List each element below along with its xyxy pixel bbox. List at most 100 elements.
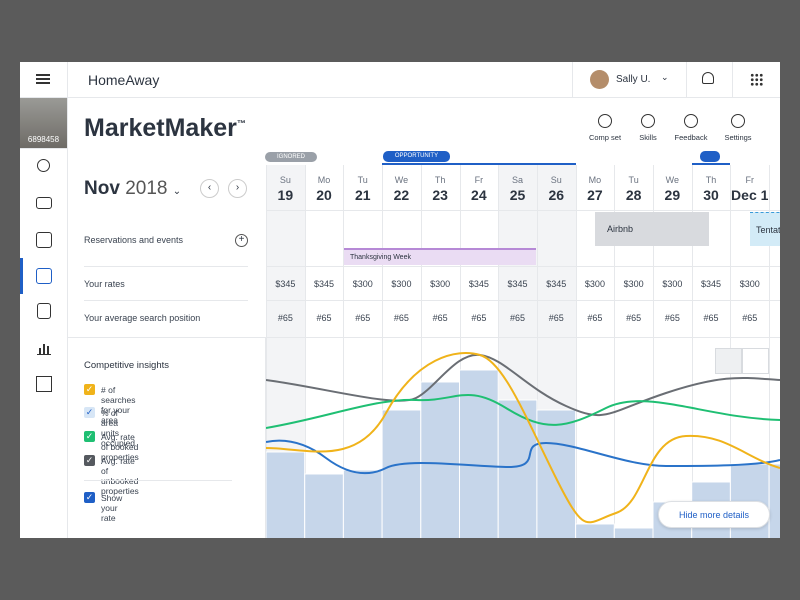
checkbox[interactable]: ✓ <box>84 431 95 442</box>
option-label[interactable]: Avg. rate of unbooked properties <box>101 456 139 496</box>
bar <box>536 409 577 538</box>
rate[interactable]: $345 <box>701 279 722 289</box>
active-indicator <box>20 258 23 294</box>
nav-home[interactable] <box>36 376 52 392</box>
day-header[interactable]: Mo 20 <box>305 165 344 210</box>
checkbox[interactable]: ✓ <box>84 407 95 418</box>
search-position: #65 <box>742 313 758 323</box>
rate[interactable]: $300 <box>391 279 412 289</box>
rate[interactable]: $300 <box>430 279 451 289</box>
date: 22 <box>393 187 410 203</box>
apps-grid[interactable] <box>750 73 763 86</box>
nav-history[interactable] <box>37 159 50 172</box>
day-header[interactable]: Th 30 <box>692 165 731 210</box>
date: 25 <box>509 187 526 203</box>
prev-button[interactable]: ‹ <box>200 179 219 198</box>
tool-icon[interactable] <box>641 114 655 128</box>
menu-button[interactable] <box>36 74 50 84</box>
tool-label[interactable]: Settings <box>724 133 752 142</box>
nav-messages[interactable] <box>36 197 52 209</box>
rate[interactable]: $345 <box>314 279 335 289</box>
row-label: Your average search position <box>84 313 201 323</box>
opportunity-tag[interactable]: OPPORTUNITY <box>383 151 450 162</box>
day-header[interactable]: Su 26 <box>537 165 576 210</box>
day-header[interactable]: Th 23 <box>421 165 460 210</box>
year: 2018 <box>125 178 168 199</box>
listing-thumbnail[interactable]: 6898458 <box>20 98 67 148</box>
searches-line <box>266 352 780 524</box>
user-name[interactable]: Sally U. <box>616 74 651 85</box>
day-header[interactable]: Tu 21 <box>343 165 382 210</box>
chart-view-button[interactable] <box>715 348 742 374</box>
day-header[interactable]: We 29 <box>653 165 692 210</box>
day-header[interactable]: Sa 25 <box>498 165 537 210</box>
option-label[interactable]: # of searches for your area <box>101 385 136 425</box>
tool-label[interactable]: Comp set <box>588 133 622 142</box>
chevron[interactable]: ⌄ <box>661 72 669 82</box>
divider <box>266 300 780 301</box>
bar <box>459 369 499 538</box>
avatar[interactable] <box>590 70 609 89</box>
divider <box>265 337 266 538</box>
day-header[interactable]: We 22 <box>382 165 421 210</box>
checkbox[interactable]: ✓ <box>84 492 95 503</box>
day-header[interactable]: Tu 28 <box>614 165 653 210</box>
nav-reports[interactable] <box>37 342 51 355</box>
nav-calendar[interactable] <box>36 232 52 248</box>
event-booking[interactable]: Airbnb <box>595 212 709 246</box>
checkbox[interactable]: ✓ <box>84 384 95 395</box>
date: 26 <box>548 187 565 203</box>
option-label[interactable]: % of area units occupied <box>101 408 136 448</box>
day-header[interactable]: Su 19 <box>266 165 305 210</box>
bar <box>420 381 461 538</box>
rate[interactable]: $345 <box>546 279 567 289</box>
event-holiday[interactable]: Thanksgiving Week <box>344 248 536 265</box>
tool-icon[interactable] <box>731 114 745 128</box>
date: 27 <box>587 187 603 203</box>
rate[interactable]: $300 <box>662 279 683 289</box>
day-column <box>382 165 421 538</box>
tool-icon[interactable] <box>598 114 612 128</box>
opportunity-tag-small[interactable] <box>700 151 720 162</box>
listing-id: 6898458 <box>27 135 60 144</box>
option-label[interactable]: Avg. rate of booked properties <box>101 432 139 462</box>
bar <box>304 473 344 538</box>
nav-insights[interactable] <box>36 268 52 284</box>
search-position: #65 <box>393 313 409 323</box>
tool-label[interactable]: Skills <box>639 133 657 142</box>
rate[interactable]: $345 <box>507 279 528 289</box>
bar <box>497 399 538 538</box>
rate[interactable]: $345 <box>468 279 489 289</box>
rate[interactable]: $300 <box>352 279 373 289</box>
tool-icon[interactable] <box>684 114 698 128</box>
day-column <box>769 165 780 538</box>
your-rate-line <box>266 439 780 475</box>
divider <box>732 62 733 97</box>
day-column <box>420 165 460 538</box>
ignored-tag[interactable]: IGNORED <box>265 152 317 162</box>
booked-rate-line <box>266 394 780 429</box>
divider <box>686 62 687 97</box>
day-header[interactable]: Fr Dec 1 <box>730 165 769 210</box>
search-position: #65 <box>277 313 293 323</box>
day-header[interactable]: Fr 24 <box>460 165 499 210</box>
hide-details-button[interactable]: Hide more details <box>658 501 770 528</box>
nav-book[interactable] <box>37 303 51 319</box>
checkbox[interactable]: ✓ <box>84 455 95 466</box>
bell[interactable] <box>702 72 714 84</box>
day-header[interactable]: Mo 27 <box>576 165 615 210</box>
bar <box>613 527 654 538</box>
opportunity-range <box>382 163 576 165</box>
next-button[interactable]: › <box>228 179 247 198</box>
add-event[interactable]: + <box>235 234 248 247</box>
rate[interactable]: $300 <box>739 279 760 289</box>
rate[interactable]: $345 <box>275 279 296 289</box>
list-view-button[interactable] <box>742 348 769 374</box>
tool-label[interactable]: Feedback <box>674 133 708 142</box>
rate[interactable]: $300 <box>584 279 605 289</box>
rate[interactable]: $300 <box>623 279 644 289</box>
option-label[interactable]: Show your rate <box>101 493 123 523</box>
weekday: Sa <box>512 175 524 185</box>
divider <box>20 97 780 98</box>
event-tentative[interactable]: Tentat <box>750 212 780 246</box>
